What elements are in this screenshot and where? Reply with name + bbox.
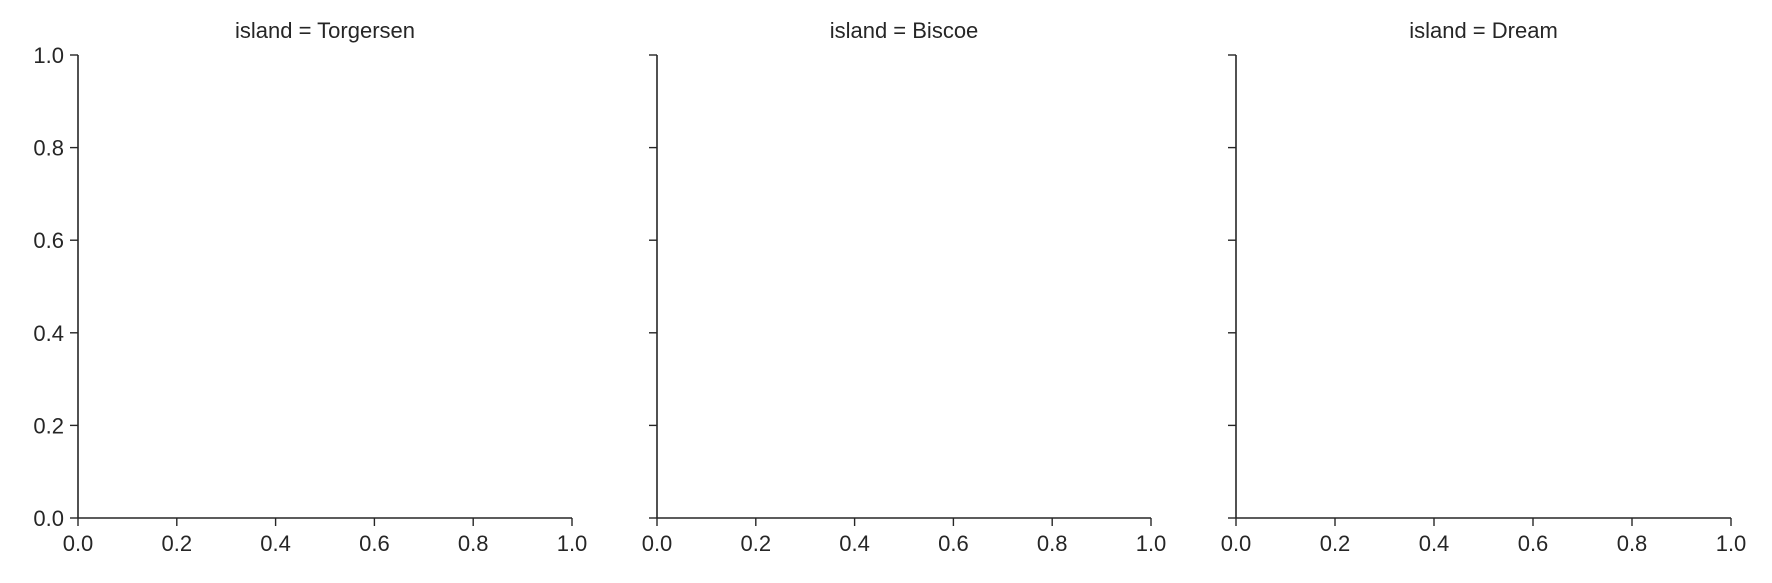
x-tick-label: 0.8	[1617, 531, 1648, 556]
x-tick-label: 1.0	[557, 531, 588, 556]
x-tick-label: 1.0	[1716, 531, 1747, 556]
y-tick-label: 0.6	[33, 228, 64, 253]
x-tick-label: 0.6	[359, 531, 390, 556]
panel-title: island = Biscoe	[830, 18, 979, 43]
x-tick-label: 0.4	[260, 531, 291, 556]
y-tick-label: 1.0	[33, 43, 64, 68]
panel-title: island = Dream	[1409, 18, 1558, 43]
x-tick-label: 0.2	[162, 531, 193, 556]
x-tick-label: 1.0	[1136, 531, 1167, 556]
x-tick-label: 0.2	[1320, 531, 1351, 556]
panel-title: island = Torgersen	[235, 18, 415, 43]
x-tick-label: 0.0	[63, 531, 94, 556]
y-tick-label: 0.0	[33, 506, 64, 531]
x-tick-label: 0.4	[1419, 531, 1450, 556]
x-tick-label: 0.8	[1037, 531, 1068, 556]
y-tick-label: 0.2	[33, 413, 64, 438]
x-tick-label: 0.4	[839, 531, 870, 556]
facet-panel-3: island = Dream 0.0 0.2 0.4 0.6 0.8 1.0	[1221, 18, 1747, 556]
x-tick-label: 0.6	[1518, 531, 1549, 556]
facet-panel-1: island = Torgersen 0.0 0.2 0.4 0.6 0.8 1.0 0.0 0…	[33, 18, 587, 556]
x-tick-label: 0.2	[741, 531, 772, 556]
y-tick-label: 0.8	[33, 136, 64, 161]
x-tick-label: 0.0	[642, 531, 673, 556]
x-tick-label: 0.0	[1221, 531, 1252, 556]
x-tick-label: 0.8	[458, 531, 489, 556]
x-tick-label: 0.6	[938, 531, 969, 556]
y-tick-label: 0.4	[33, 321, 64, 346]
facet-panel-2: island = Biscoe 0.0 0.2 0.4 0.6 0.8 1.0	[642, 18, 1167, 556]
